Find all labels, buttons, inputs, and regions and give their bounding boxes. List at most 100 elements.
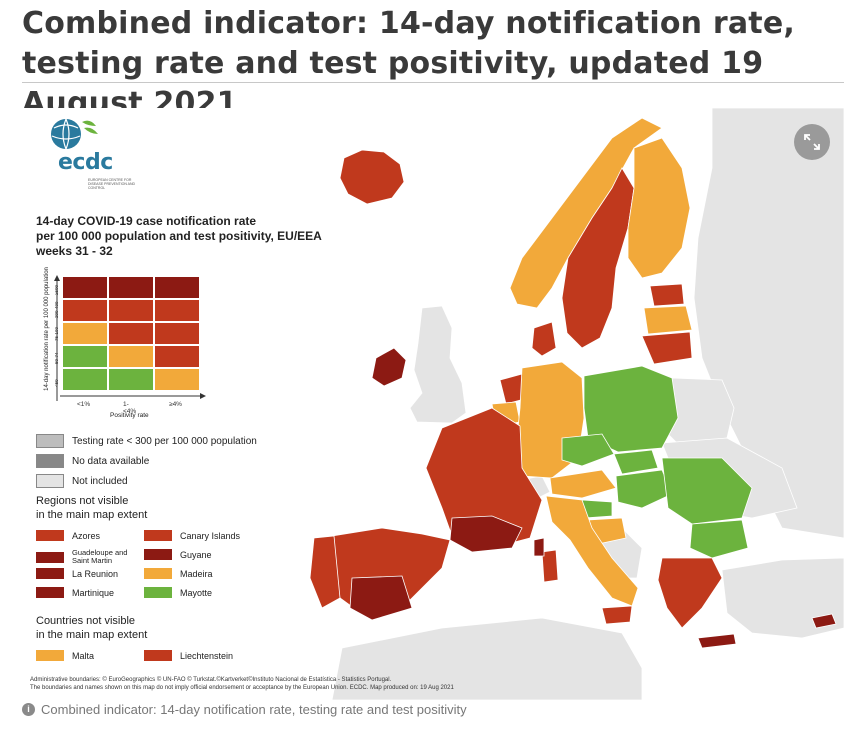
region-legend-item: Martinique xyxy=(36,587,114,598)
info-icon: i xyxy=(22,703,35,716)
matrix-x-axis-label: Positivity rate xyxy=(110,412,149,419)
page-title: Combined indicator: 14-day notification … xyxy=(22,6,795,121)
legend-status-label: No data available xyxy=(72,455,150,467)
ecdc-logo: ecdc EUROPEAN CENTRE FOR DISEASE PREVENT… xyxy=(36,114,136,194)
region-denmark xyxy=(531,321,557,357)
regions-title-line: Regions not visible xyxy=(36,495,129,507)
region-legend-item: Madeira xyxy=(144,568,213,579)
region-slovakia xyxy=(613,449,659,475)
countries-title-line: Countries not visible xyxy=(36,615,136,627)
region-legend-item: La Reunion xyxy=(36,568,118,579)
region-legend-item: Guadeloupe and Saint Martin xyxy=(36,549,136,565)
region-greece xyxy=(657,557,723,629)
matrix-x-tick: <1% xyxy=(77,401,91,408)
matrix-y-axis-label: 14-day notification rate per 100 000 pop… xyxy=(44,267,50,391)
x-axis-arrow xyxy=(60,393,206,399)
region-lithuania xyxy=(641,331,693,365)
logo-subtitle: EUROPEAN CENTRE FOR DISEASE PREVENTION A… xyxy=(88,178,136,190)
region-spain-south xyxy=(349,575,413,621)
region-cyprus xyxy=(811,613,837,629)
region-legend-label: Mayotte xyxy=(180,587,213,598)
legend-matrix-cell xyxy=(62,299,108,322)
legend-swatch xyxy=(144,530,172,541)
region-ireland xyxy=(371,347,407,387)
region-portugal xyxy=(309,535,341,609)
countries-title-line: in the main map extent xyxy=(36,629,148,641)
countries-section-title: Countries not visible in the main map ex… xyxy=(36,614,147,642)
legend-matrix-cell xyxy=(154,345,200,368)
legend-matrix-cell xyxy=(154,322,200,345)
legend-swatch xyxy=(36,551,64,563)
country-legend-label: Malta xyxy=(72,650,95,661)
legend-matrix-cell xyxy=(62,345,108,368)
matrix-x-tick: ≥4% xyxy=(169,401,182,408)
legend-swatch xyxy=(144,650,172,661)
legend-swatch xyxy=(36,454,64,468)
region-hungary xyxy=(615,469,673,509)
region-legend-item: Guyane xyxy=(144,549,212,560)
legend-matrix-cell xyxy=(108,299,154,322)
legend-status-row: No data available xyxy=(36,454,149,468)
legend-matrix-cell xyxy=(154,276,200,299)
region-czechia xyxy=(561,433,615,467)
region-romania xyxy=(661,457,753,525)
y-axis-arrow xyxy=(54,275,60,401)
legend-title: 14-day COVID-19 case notification rate p… xyxy=(36,214,356,259)
region-poland xyxy=(583,365,679,453)
legend-swatch xyxy=(144,568,172,579)
legend-swatch xyxy=(36,568,64,579)
expand-map-button[interactable] xyxy=(794,124,830,160)
map-figure: ecdc EUROPEAN CENTRE FOR DISEASE PREVENT… xyxy=(22,108,844,700)
region-finland xyxy=(627,137,691,279)
region-latvia xyxy=(643,305,693,335)
legend-swatch xyxy=(144,587,172,598)
legend-title-line: per 100 000 population and test positivi… xyxy=(36,229,322,243)
legend-swatch xyxy=(36,587,64,598)
globe-icon xyxy=(51,118,98,150)
region-uk xyxy=(409,305,467,424)
legend-matrix-cell xyxy=(108,276,154,299)
legend-swatch xyxy=(36,650,64,661)
region-legend-label: Canary Islands xyxy=(180,530,241,541)
country-legend-label: Liechtenstein xyxy=(180,650,234,661)
footnote-line: Administrative boundaries: © EuroGeograp… xyxy=(30,677,392,683)
legend-swatch xyxy=(36,530,64,541)
region-legend-label: Madeira xyxy=(180,568,213,579)
regions-section-title: Regions not visible in the main map exte… xyxy=(36,494,147,522)
legend-status-row: Testing rate < 300 per 100 000 populatio… xyxy=(36,434,257,448)
region-iceland xyxy=(339,149,405,205)
region-crete xyxy=(697,633,737,649)
regions-title-line: in the main map extent xyxy=(36,509,148,521)
legend-status-label: Not included xyxy=(72,475,128,487)
country-legend-item: Liechtenstein xyxy=(144,650,233,661)
legend-matrix-cell xyxy=(154,299,200,322)
legend-swatch xyxy=(36,434,64,448)
map-footnote: Administrative boundaries: © EuroGeograp… xyxy=(30,676,590,692)
legend-status-row: Not included xyxy=(36,474,128,488)
legend-swatch xyxy=(36,474,64,488)
legend-matrix-cell xyxy=(62,322,108,345)
region-legend-label: Martinique xyxy=(72,587,115,598)
region-austria xyxy=(549,469,617,499)
expand-icon xyxy=(804,134,820,150)
region-legend-label: Guyane xyxy=(180,549,212,560)
legend-title-line: weeks 31 - 32 xyxy=(36,244,113,258)
legend-matrix-cell xyxy=(154,368,200,391)
region-france xyxy=(425,407,543,549)
region-sweden xyxy=(561,167,635,349)
legend-swatch xyxy=(144,549,172,560)
country-legend-item: Malta xyxy=(36,650,94,661)
region-legend-label: Guadeloupe and Saint Martin xyxy=(72,548,128,565)
figure-caption: i Combined indicator: 14-day notificatio… xyxy=(22,702,467,717)
region-russia-east xyxy=(693,108,844,539)
region-legend-item: Canary Islands xyxy=(144,530,240,541)
region-legend-item: Azores xyxy=(36,530,100,541)
legend-matrix-cell xyxy=(62,368,108,391)
caption-text: Combined indicator: 14-day notification … xyxy=(41,702,467,717)
region-sardinia xyxy=(541,549,559,583)
legend-matrix-cell xyxy=(108,345,154,368)
logo-wordmark: ecdc xyxy=(58,150,113,175)
region-corsica xyxy=(533,537,545,557)
legend-matrix-cell xyxy=(62,276,108,299)
region-legend-item: Mayotte xyxy=(144,587,212,598)
